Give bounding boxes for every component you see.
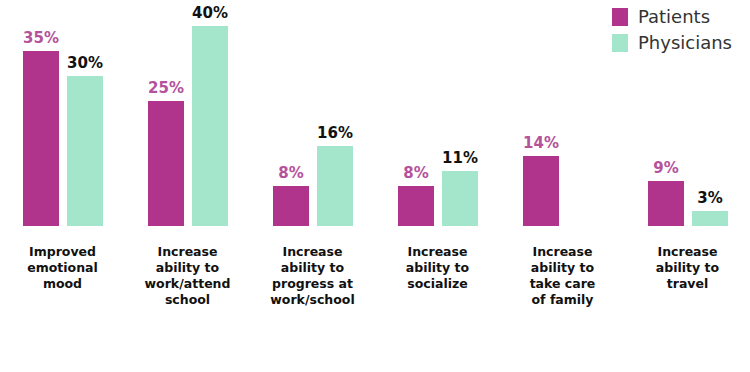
svg-text:3%: 3%: [697, 189, 722, 207]
svg-text:35%: 35%: [23, 29, 59, 47]
svg-text:Increaseability totravel: Increaseability totravel: [656, 244, 720, 291]
svg-text:Increaseability toprogress atw: Increaseability toprogress atwork/school: [270, 244, 354, 307]
svg-text:Improvedemotionalmood: Improvedemotionalmood: [27, 244, 98, 291]
svg-text:25%: 25%: [148, 79, 184, 97]
svg-text:40%: 40%: [192, 4, 228, 22]
svg-text:Increaseability tosocialize: Increaseability tosocialize: [406, 244, 470, 291]
html-text:Patients: Patients: [638, 6, 710, 27]
html-text:Physicians: Physicians: [638, 32, 732, 53]
svg-text:14%: 14%: [523, 134, 559, 152]
svg-text:9%: 9%: [653, 159, 678, 177]
svg-text:30%: 30%: [67, 54, 103, 72]
svg-text:Increaseability towork/attends: Increaseability towork/attendschool: [145, 244, 231, 307]
svg-text:11%: 11%: [442, 149, 478, 167]
svg-text:8%: 8%: [278, 164, 303, 182]
svg-text:Increaseability totake careof: Increaseability totake careof family: [530, 244, 596, 307]
svg-text:8%: 8%: [403, 164, 428, 182]
svg-text:16%: 16%: [317, 124, 353, 142]
